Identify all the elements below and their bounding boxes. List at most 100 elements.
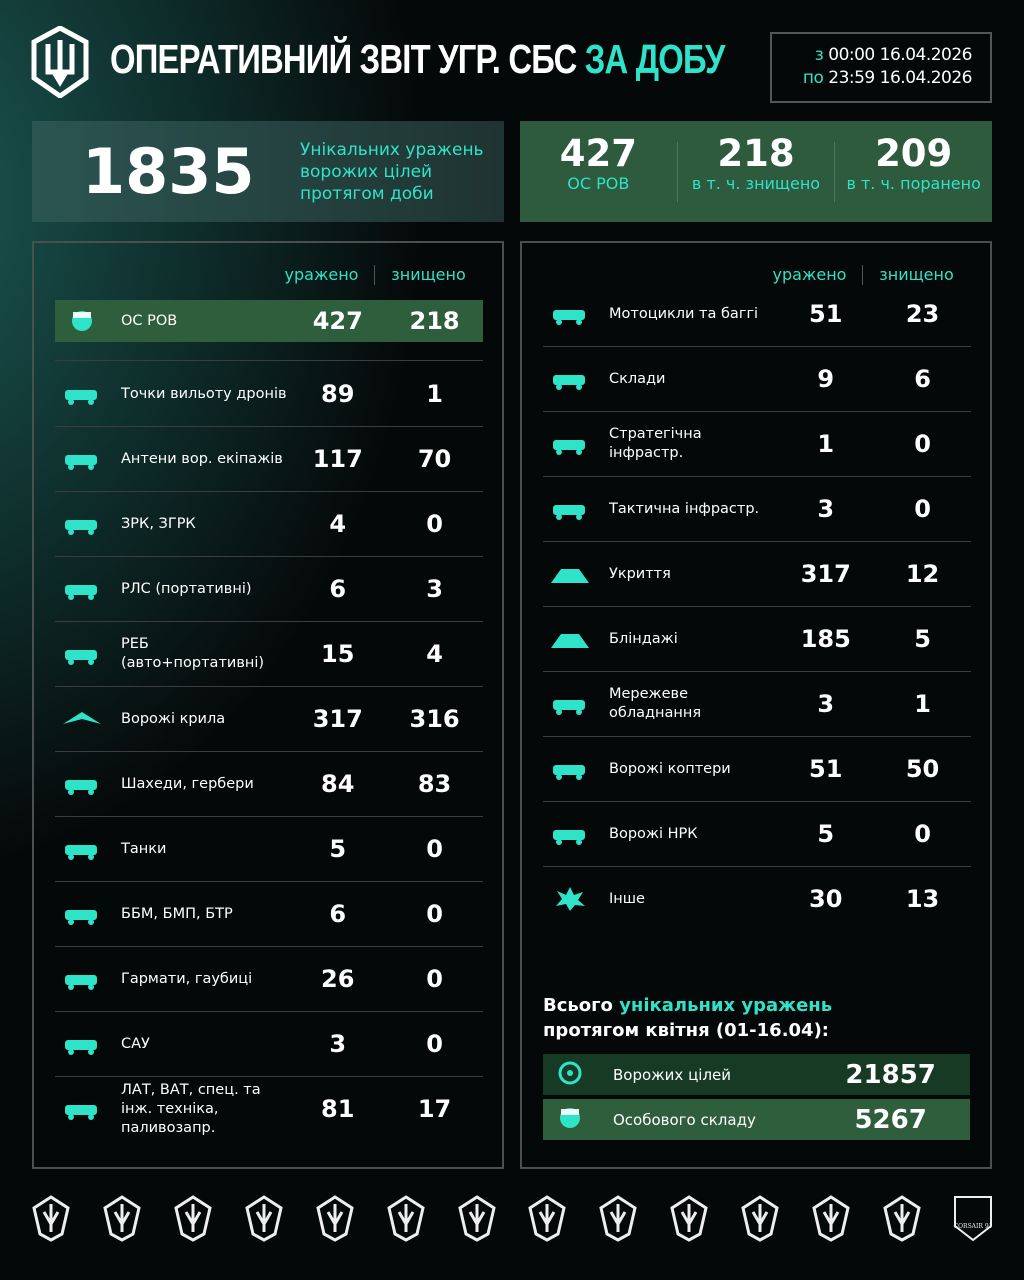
table-row: РЕБ (авто+портативні) 15 4: [55, 633, 483, 675]
row-label: Гармати, гаубиці: [121, 970, 253, 987]
unit-logo-5: [314, 1194, 356, 1242]
unit-logo-6: [385, 1194, 427, 1242]
destroyed-value: 83: [417, 770, 452, 798]
row-label: Ворожі НРК: [609, 825, 698, 842]
row-label: Стратегічна інфрастр.: [609, 426, 702, 461]
summary-value: 21857: [845, 1059, 936, 1090]
destroyed-value: 0: [426, 1030, 443, 1058]
table-row: Гармати, гаубиці 26 0: [55, 958, 483, 1000]
hit-value: 84: [321, 770, 355, 798]
unit-logo-2: [101, 1194, 143, 1242]
soldier-icon: [547, 1105, 593, 1135]
hit-value: 117: [312, 445, 363, 473]
table-row: Ворожі крила 317 316: [55, 698, 483, 740]
column-destroyed: знищено: [391, 265, 466, 284]
unit-logo-10: [668, 1194, 710, 1242]
shelter-icon: [547, 561, 593, 587]
daily-total-value: 1835: [82, 135, 255, 208]
row-divider: [55, 360, 483, 361]
destroyed-value: 0: [426, 900, 443, 928]
row-divider: [55, 556, 483, 557]
summary-label: Особового складу: [613, 1110, 756, 1129]
apc-icon: [59, 901, 105, 927]
row-divider: [543, 866, 971, 867]
table-row: Ворожі НРК 5 0: [543, 813, 971, 855]
hit-value: 317: [312, 705, 363, 733]
row-label: РЕБ (авто+портативні): [121, 636, 265, 671]
daily-total-card: 1835 Унікальних уражень ворожих цілей пр…: [32, 121, 504, 222]
unit-logo-1: [30, 1194, 72, 1242]
hit-value: 427: [312, 307, 363, 335]
page-title: ОПЕРАТИВНИЙ ЗВІТ УГР. СБС ЗА ДОБУ: [110, 36, 725, 82]
unit-logo-8: [526, 1194, 568, 1242]
row-label: ОС РОВ: [121, 312, 178, 329]
table-row: ЗРК, ЗГРК 4 0: [55, 503, 483, 545]
row-label: Склади: [609, 370, 666, 387]
destroyed-value: 0: [426, 510, 443, 538]
hit-value: 26: [321, 965, 355, 993]
motorcycle-icon: [547, 301, 593, 327]
table-row: Точки вильоту дронів 89 1: [55, 373, 483, 415]
row-divider: [55, 621, 483, 622]
warehouse-icon: [547, 366, 593, 392]
hit-value: 3: [329, 1030, 347, 1058]
factory-icon: [547, 431, 593, 457]
column-hit: уражено: [284, 265, 359, 284]
row-divider: [55, 751, 483, 752]
hit-value: 81: [321, 1095, 355, 1123]
shahed-icon: [59, 771, 105, 797]
row-label: Шахеди, гербери: [121, 775, 254, 792]
destroyed-value: 0: [426, 835, 443, 863]
row-divider: [55, 881, 483, 882]
destroyed-value: 12: [905, 560, 940, 588]
destroyed-value: 1: [426, 380, 443, 408]
row-label: ЗРК, ЗГРК: [121, 515, 196, 532]
row-divider: [55, 426, 483, 427]
row-label: Ворожі коптери: [609, 760, 731, 777]
hit-value: 4: [329, 510, 347, 538]
row-divider: [543, 801, 971, 802]
right-table: уражено знищено Всього унікальних уражень…: [520, 241, 992, 1169]
hit-value: 51: [809, 300, 843, 328]
row-label: РЛС (портативні): [121, 580, 252, 597]
table-row: Танки 5 0: [55, 828, 483, 870]
svg-text:CORSAIR 91: CORSAIR 91: [954, 1223, 993, 1230]
summary-value: 5267: [854, 1104, 927, 1135]
table-row: Укриття 317 12: [543, 553, 971, 595]
row-label: Танки: [121, 840, 167, 857]
hit-value: 185: [800, 625, 851, 653]
personnel-total: 427 ОС РОВ: [520, 133, 678, 202]
unit-logo-4: [243, 1194, 285, 1242]
tank-icon: [59, 836, 105, 862]
table-row: Тактична інфрастр. 3 0: [543, 488, 971, 530]
tactical-infra-icon: [547, 496, 593, 522]
unit-logo-7: [456, 1194, 498, 1242]
table-row: ОС РОВ 427 218: [55, 300, 483, 342]
row-divider: [55, 816, 483, 817]
table-row: ЛАТ, ВАТ, спец. та інж. техніка, паливоз…: [55, 1082, 483, 1136]
row-divider: [543, 606, 971, 607]
unit-logo-11: [739, 1194, 781, 1242]
soldier-icon: [59, 308, 105, 334]
target-icon: [547, 1060, 593, 1090]
hit-value: 89: [321, 380, 355, 408]
network-equipment-icon: [547, 691, 593, 717]
table-row: Антени вор. екіпажів 117 70: [55, 438, 483, 480]
unit-logo-13: [881, 1194, 923, 1242]
unit-logo-3: [172, 1194, 214, 1242]
table-row: Ворожі коптери 51 50: [543, 748, 971, 790]
unit-logo-12: [810, 1194, 852, 1242]
row-divider: [543, 346, 971, 347]
unit-logo-9: [597, 1194, 639, 1242]
summary-label: Ворожих цілей: [613, 1065, 732, 1084]
row-label: Антени вор. екіпажів: [121, 450, 283, 467]
hit-value: 51: [809, 755, 843, 783]
dugout-icon: [547, 626, 593, 652]
row-divider: [55, 946, 483, 947]
column-destroyed: знищено: [879, 265, 954, 284]
table-row: Інше 30 13: [543, 878, 971, 920]
ugv-icon: [547, 821, 593, 847]
sam-launcher-icon: [59, 511, 105, 537]
daily-total-label: Унікальних уражень ворожих цілей протяго…: [300, 139, 484, 204]
row-divider: [55, 491, 483, 492]
